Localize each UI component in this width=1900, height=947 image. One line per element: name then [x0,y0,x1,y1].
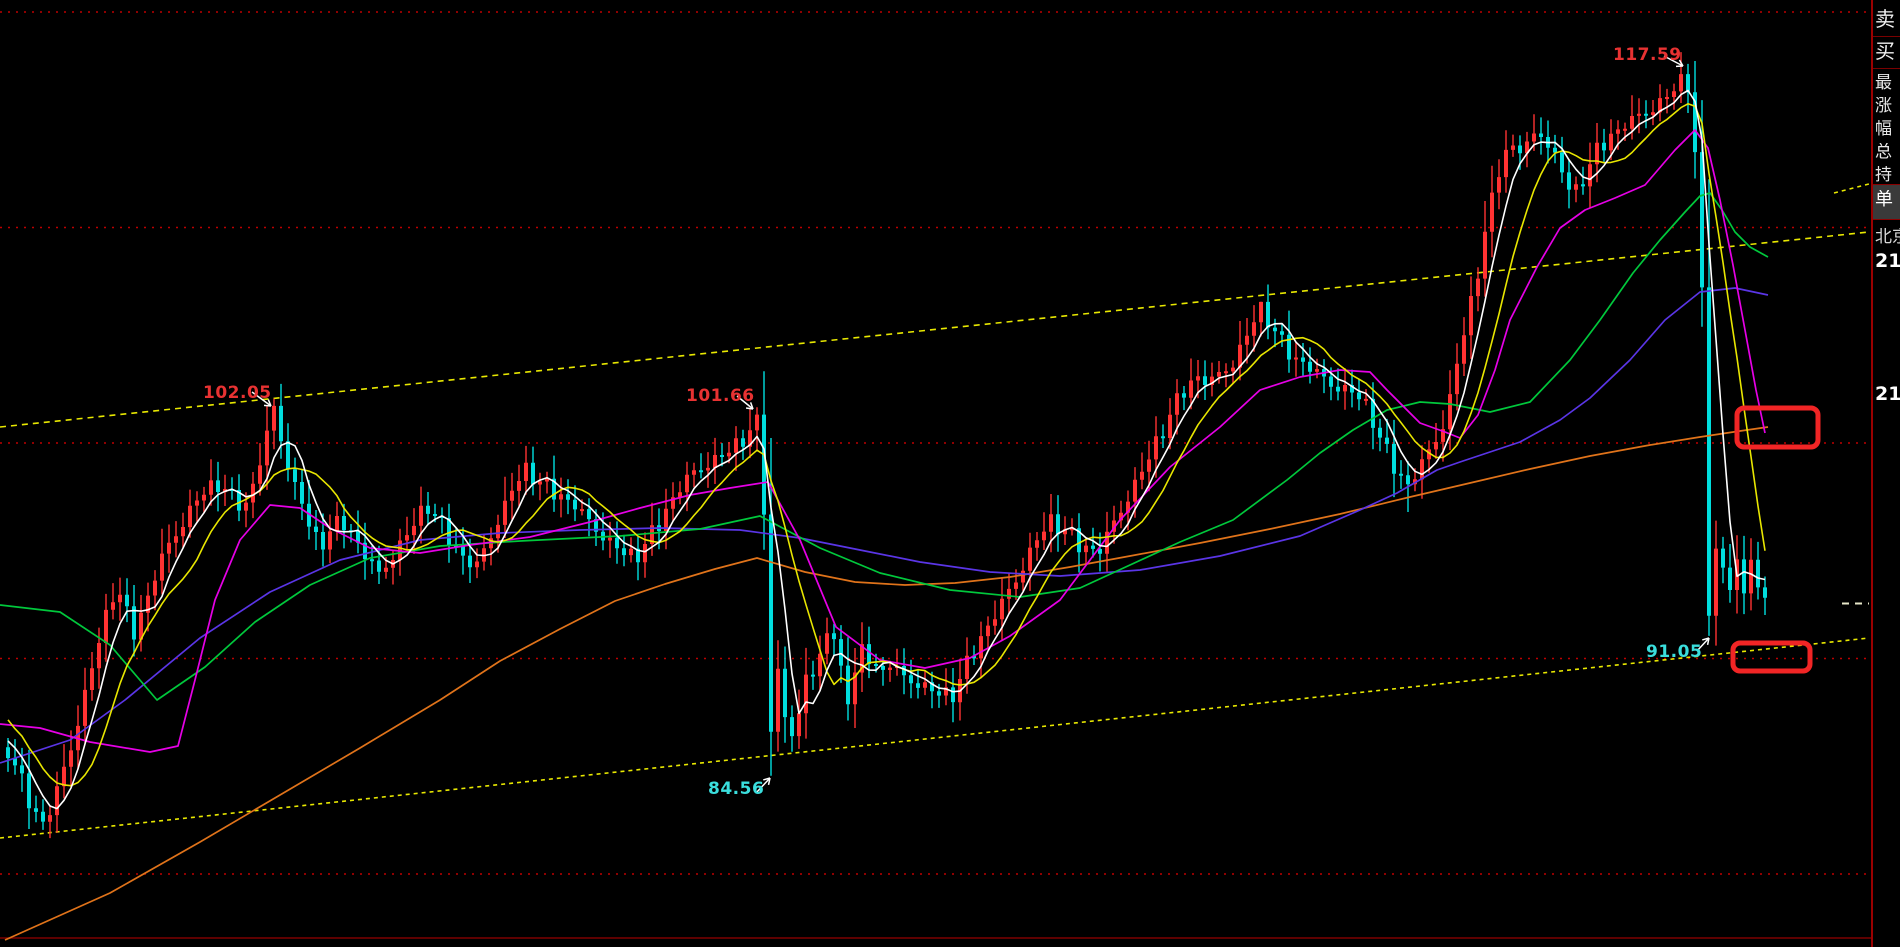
candles-up-wicks [49,52,1752,839]
sidebar-item-amplitude: 幅 [1875,120,1892,139]
price-annotation: 91.05 [1646,642,1703,662]
ma-purple [0,287,1769,764]
candles-down-wicks [7,61,1766,830]
annotation-arrowhead [767,777,771,786]
ma-mid-yellow [7,103,1766,787]
annotation-arrowhead [1706,637,1710,646]
candles-up-bodies [48,74,1753,822]
sidebar-item-change: 涨 [1875,97,1892,116]
sidebar-item-value-1: 21 [1875,251,1900,272]
sidebar-item-buy[interactable]: 买 [1875,40,1895,63]
annotation-arrow [1663,55,1684,67]
trend-channel-lower [0,637,1870,839]
price-annotation: 84.56 [708,779,765,799]
ma-orange [4,426,1769,941]
sidebar-item-position: 持 [1875,166,1892,185]
trend-dash-segment [1833,183,1870,194]
sidebar-tab-highlight [1873,184,1900,220]
ma-green [0,192,1769,701]
annotation-arrow [251,391,272,407]
sidebar-item-latest: 最 [1875,74,1892,93]
annotation-arrowhead [1702,637,1710,641]
price-annotation: 102.05 [203,383,272,403]
price-annotation: 101.66 [686,386,755,406]
annotation-arrowhead [267,399,272,407]
highlight-box [1734,405,1821,450]
sidebar-item-value-2: 21 [1875,384,1900,405]
sidebar-item-sell[interactable]: 卖 [1875,8,1895,31]
annotation-arrowhead [1678,59,1684,67]
sidebar-item-total: 总 [1875,143,1892,162]
annotation-arrowhead [763,777,771,781]
annotation-arrow [755,777,771,794]
price-annotation: 117.59 [1613,45,1682,65]
ma-fast-white [7,89,1766,810]
quote-sidebar: 卖买最涨幅总持单北京 21 21 [1871,0,1900,947]
sidebar-item-beijing: 北京 [1875,228,1900,247]
annotation-arrowhead [749,402,754,410]
trend-channel-upper [0,231,1870,428]
highlight-box [1730,640,1813,674]
annotation-arrowhead [263,404,272,407]
ma-magenta [0,129,1766,753]
annotation-arrow [736,395,754,410]
sidebar-divider [1873,36,1900,37]
annotation-arrow [1696,637,1710,652]
sidebar-item-order[interactable]: 单 [1875,190,1893,210]
sidebar-divider [1873,68,1900,69]
candles-down-bodies [6,74,1767,822]
annotation-arrowhead [745,407,754,410]
